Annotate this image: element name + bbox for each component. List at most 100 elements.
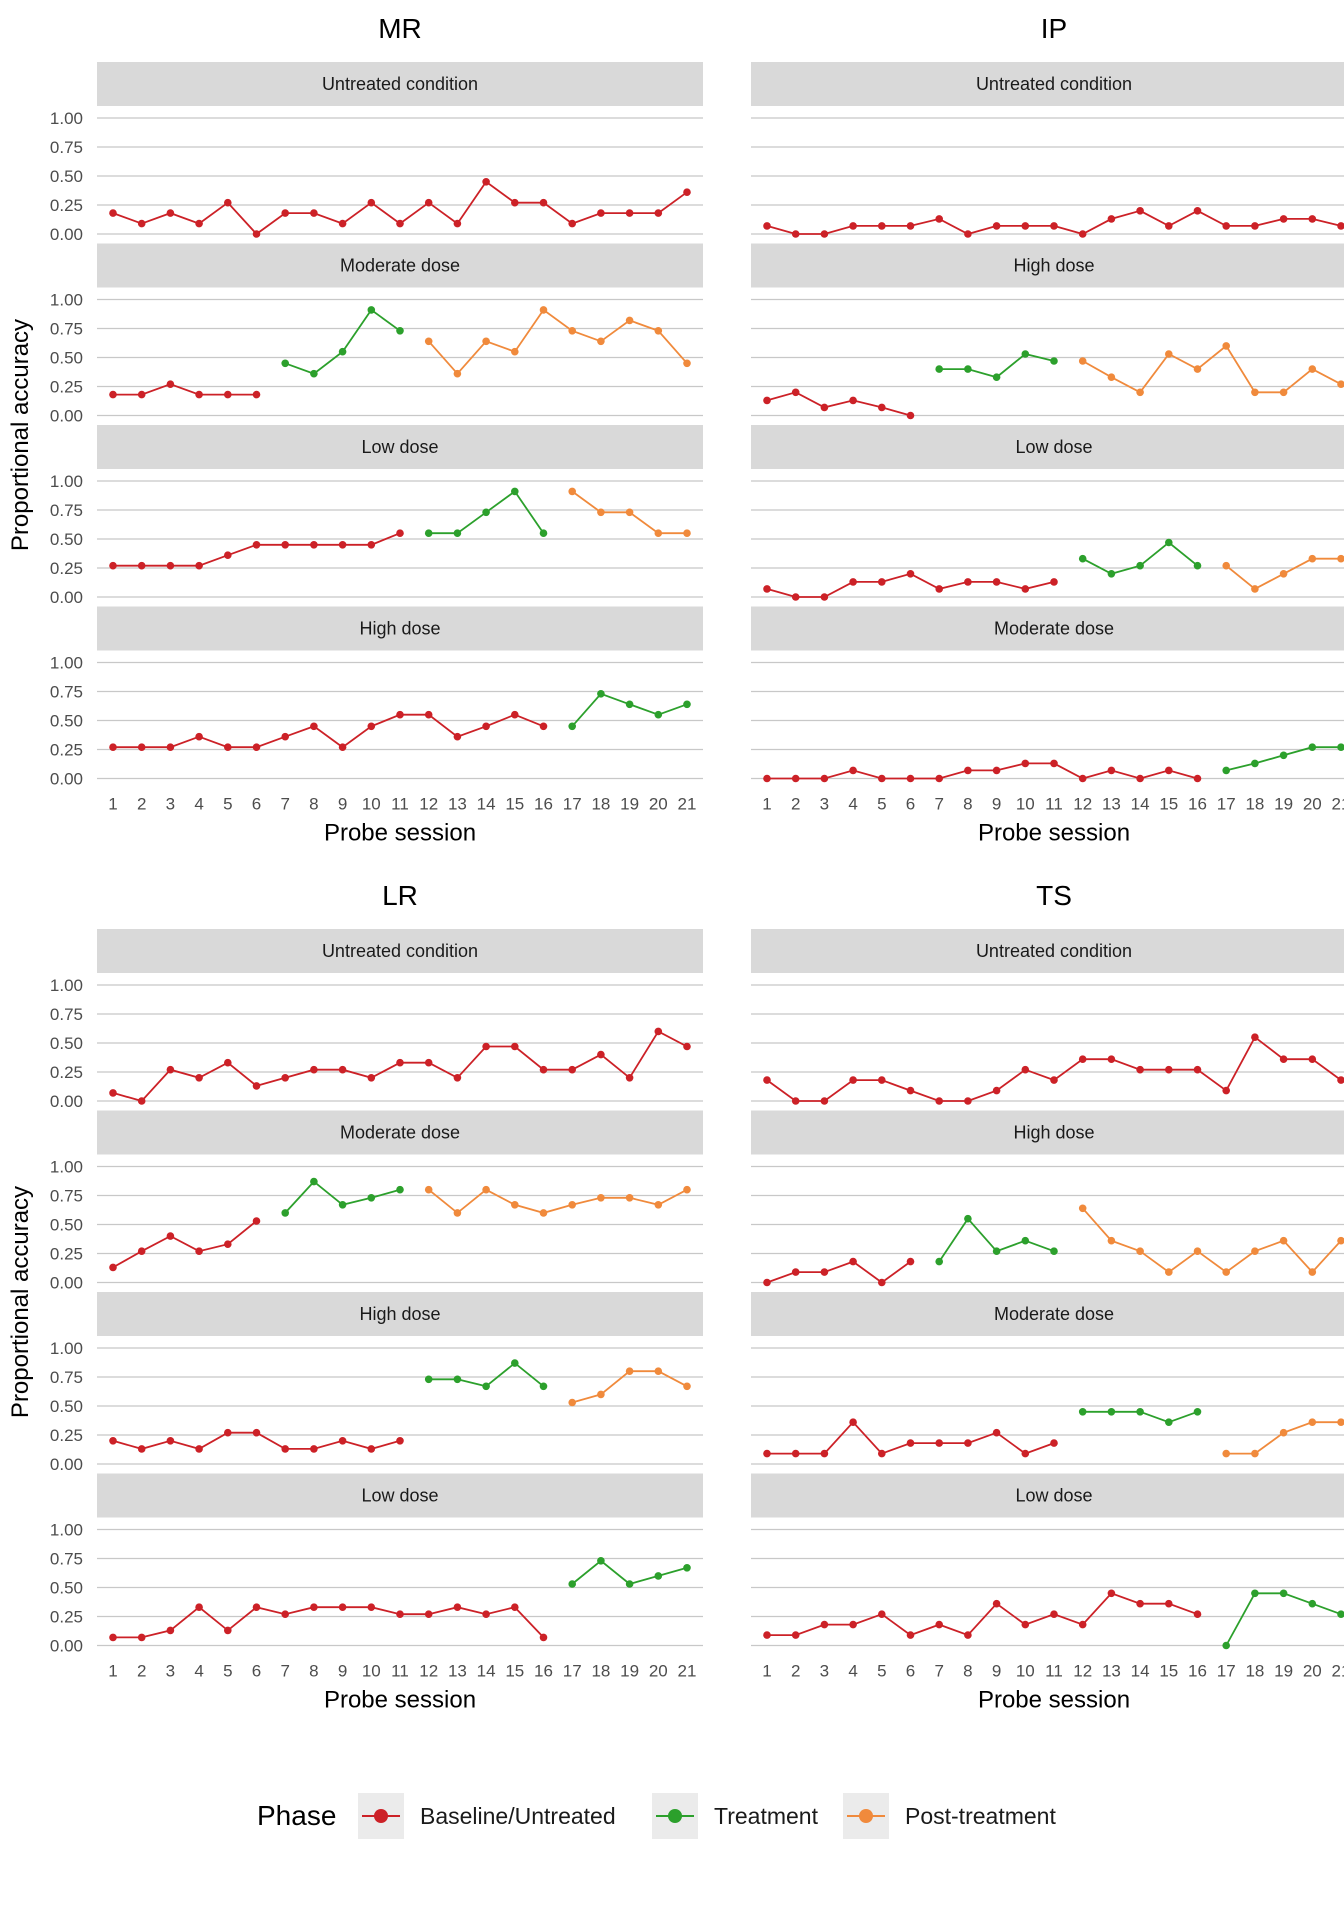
data-point [625, 316, 634, 325]
series-line-post-treatment [571, 1370, 688, 1404]
data-point [654, 1027, 663, 1036]
facet-strip-label: Moderate dose [994, 619, 1114, 639]
legend-item-post-treatment: Post-treatment [843, 1793, 1056, 1839]
data-point [424, 710, 433, 719]
data-point [1251, 222, 1259, 230]
series-line-treatment [938, 1217, 1055, 1263]
data-point [1107, 373, 1116, 382]
data-point [252, 1082, 261, 1090]
data-point [791, 1097, 800, 1105]
y-tick-label: 0.75 [50, 501, 83, 520]
data-point [1251, 1589, 1259, 1598]
x-tick-label: 16 [1188, 795, 1207, 814]
data-point [763, 774, 771, 783]
data-point [935, 585, 943, 593]
data-point [1193, 1247, 1202, 1255]
data-point [482, 1610, 490, 1618]
x-tick-label: 15 [505, 1662, 524, 1681]
facet-strip-label: Low dose [361, 437, 438, 457]
x-tick-label: 10 [362, 1662, 381, 1681]
data-point [820, 774, 829, 783]
y-tick-label: 0.00 [50, 1092, 83, 1111]
data-point [683, 529, 691, 537]
facet-strip-label: Moderate dose [340, 256, 460, 276]
data-point [367, 1445, 376, 1453]
x-tick-label: 14 [477, 795, 496, 814]
data-point [849, 1418, 857, 1426]
series-line-baseline-untreated [767, 1420, 1055, 1455]
data-point [424, 1185, 433, 1194]
data-point [195, 1247, 203, 1255]
data-point [1078, 554, 1087, 563]
data-point [539, 1209, 548, 1217]
data-point [1308, 1418, 1317, 1426]
data-point [935, 1257, 943, 1266]
facet-strip [751, 929, 1344, 973]
data-point [1251, 585, 1259, 593]
data-point [482, 178, 490, 186]
data-point [654, 1572, 663, 1580]
data-point [137, 1445, 146, 1453]
data-point [1050, 222, 1058, 230]
x-tick-label: 11 [391, 795, 409, 814]
data-point [992, 1599, 1001, 1608]
data-point [396, 1185, 404, 1194]
data-point [1165, 1599, 1173, 1608]
data-point [1078, 1204, 1087, 1213]
data-point [195, 1074, 203, 1082]
data-point [791, 1449, 800, 1458]
y-tick-label: 0.75 [50, 320, 83, 339]
data-point [878, 1278, 886, 1287]
x-tick-label: 9 [992, 1662, 1001, 1681]
x-tick-label: 17 [1217, 1662, 1236, 1681]
x-tick-label: 2 [137, 795, 146, 814]
data-point [1078, 1408, 1087, 1416]
data-point [310, 1603, 318, 1611]
facet-strip-label: Untreated condition [976, 74, 1132, 94]
data-point [1337, 1418, 1344, 1426]
data-point [109, 209, 117, 217]
data-point [1165, 1418, 1173, 1426]
data-point [1279, 215, 1288, 223]
data-point [453, 529, 462, 537]
legend-swatch-point [668, 1809, 682, 1823]
data-point [511, 1359, 519, 1367]
data-point [625, 700, 634, 709]
data-point [166, 561, 175, 570]
panel-lr: LR Untreated condition 0.00 0.25 0.50 0.75 1.0… [7, 880, 703, 1714]
x-tick-label: 14 [477, 1662, 496, 1681]
x-tick-label: 6 [906, 1662, 915, 1681]
data-point [1165, 766, 1173, 775]
series-line-post-treatment [428, 308, 688, 376]
x-tick-label: 4 [194, 795, 203, 814]
data-point [1222, 561, 1230, 570]
data-point [453, 369, 462, 378]
facet-high-dose: High dose 0.00 0.25 0.50 0.75 1.00 [50, 1292, 703, 1474]
data-point [453, 1603, 462, 1611]
data-point [1021, 1236, 1030, 1245]
data-point [511, 347, 519, 356]
data-point [166, 380, 175, 389]
x-tick-label: 4 [848, 1662, 857, 1681]
data-point [1308, 1055, 1317, 1063]
data-point [1050, 357, 1058, 365]
data-point [820, 593, 829, 601]
data-point [1193, 1610, 1202, 1618]
data-point [1021, 759, 1030, 768]
data-point [878, 1076, 886, 1084]
data-point [935, 1439, 943, 1447]
legend-item-treatment: Treatment [652, 1793, 819, 1839]
data-point [1165, 1065, 1173, 1074]
data-point [224, 551, 232, 559]
data-point [310, 722, 318, 731]
series-line-baseline-untreated [766, 391, 911, 417]
data-point [424, 337, 433, 346]
x-tick-label: 13 [448, 1662, 467, 1681]
y-tick-label: 0.50 [50, 1216, 83, 1235]
data-point [281, 359, 290, 368]
legend-swatch-point [374, 1809, 388, 1823]
series-line-treatment [284, 308, 401, 375]
data-point [964, 578, 972, 586]
facet-strip [97, 929, 703, 973]
data-point [683, 1564, 691, 1572]
